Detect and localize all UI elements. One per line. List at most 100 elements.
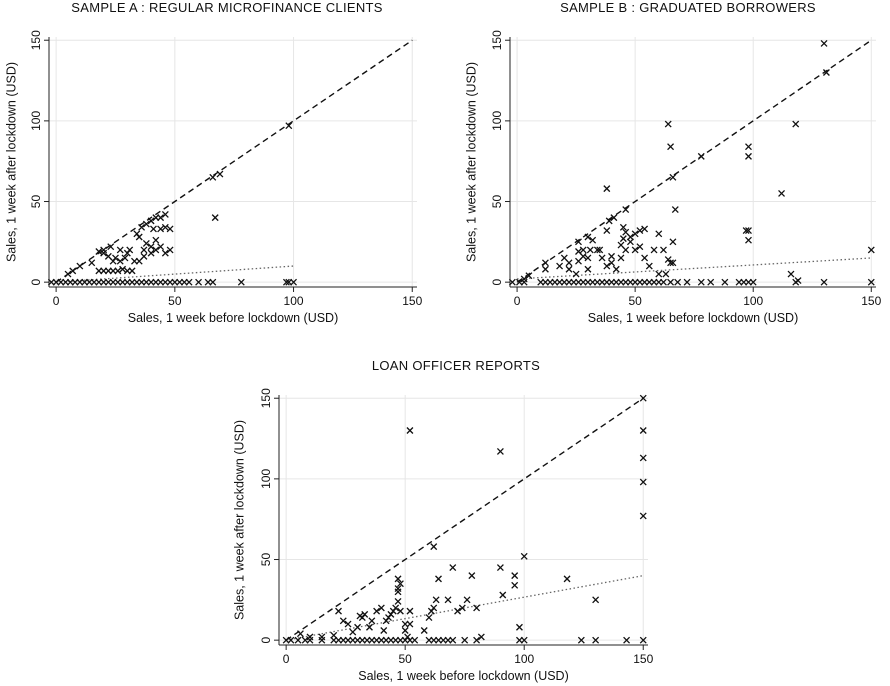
data-point (88, 259, 96, 267)
data-point (335, 607, 342, 615)
data-point (603, 262, 611, 270)
data-point (147, 217, 155, 225)
data-point (598, 254, 606, 262)
data-point (655, 270, 663, 278)
data-point (107, 243, 115, 251)
data-point (520, 275, 528, 283)
data-point (499, 591, 507, 599)
data-point (392, 604, 400, 612)
data-point (660, 246, 667, 254)
data-point (610, 214, 618, 222)
data-point (745, 227, 752, 235)
y-tick-label: 50 (259, 553, 273, 567)
x-axis-label: Sales, 1 week before lockdown (USD) (358, 669, 569, 683)
data-point (631, 246, 639, 254)
data-point (541, 259, 549, 267)
data-point (683, 278, 691, 286)
data-point (140, 252, 148, 260)
y-tick-label: 0 (490, 279, 504, 286)
data-point (458, 604, 466, 612)
data-point (669, 238, 677, 246)
reference-line (55, 39, 413, 283)
panel-loan-officer-reports: 0 50 100 150 0 50 100 150 LOAN OFFICER REPORTS Sa… (232, 358, 653, 683)
data-point (867, 246, 875, 254)
data-point (477, 633, 485, 641)
data-point (639, 427, 647, 434)
data-point (461, 636, 469, 644)
data-point (572, 270, 580, 278)
data-point (354, 623, 362, 631)
y-axis-label: Sales, 1 week after lockdown (USD) (232, 420, 246, 620)
data-point (639, 636, 647, 644)
data-point (377, 604, 385, 612)
data-point (584, 233, 592, 241)
data-point (287, 636, 295, 644)
data-point (520, 636, 528, 644)
data-point (636, 243, 644, 251)
data-point (123, 249, 131, 257)
data-point (161, 210, 169, 218)
data-point (639, 512, 647, 520)
data-point (655, 230, 663, 238)
data-point (211, 214, 219, 222)
data-point (444, 596, 452, 604)
data-point (623, 636, 631, 644)
x-axis-label: Sales, 1 week before lockdown (USD) (588, 311, 799, 325)
panel-title: LOAN OFFICER REPORTS (372, 358, 540, 373)
data-point (593, 246, 601, 254)
data-point (216, 170, 224, 178)
data-point (396, 607, 404, 615)
data-point (373, 607, 381, 615)
data-point (619, 223, 627, 231)
data-point (669, 259, 677, 267)
data-point (563, 575, 571, 583)
data-point (511, 581, 519, 589)
data-point (592, 596, 600, 604)
data-point (406, 620, 414, 628)
data-point (449, 564, 457, 572)
data-point (820, 39, 828, 47)
data-point (473, 636, 481, 644)
data-point (380, 627, 388, 634)
data-point (792, 120, 800, 128)
data-point (650, 246, 658, 254)
data-point (639, 454, 647, 462)
data-point (577, 636, 585, 644)
data-point (584, 254, 592, 262)
data-point (112, 254, 119, 262)
data-point (745, 236, 752, 244)
data-point (596, 246, 604, 254)
y-tick-label: 150 (490, 30, 504, 50)
data-point (394, 588, 402, 596)
data-point (152, 246, 160, 254)
data-point (454, 607, 462, 615)
data-point (185, 278, 193, 286)
fit-line (517, 257, 872, 280)
data-point (589, 236, 597, 244)
data-point (541, 265, 549, 273)
data-point (138, 223, 146, 231)
data-point (667, 143, 675, 151)
data-point (449, 636, 457, 644)
y-tick-label: 100 (259, 469, 273, 489)
data-point (671, 206, 679, 214)
data-point (76, 262, 84, 270)
data-point (147, 243, 155, 251)
data-point (64, 270, 72, 278)
x-axis-label: Sales, 1 week before lockdown (USD) (128, 311, 339, 325)
data-point (575, 238, 582, 246)
data-point (209, 173, 217, 181)
data-point (140, 246, 148, 254)
data-point (432, 596, 440, 604)
data-point (662, 270, 670, 278)
data-point (622, 206, 630, 214)
fit-line (286, 575, 644, 641)
data-point (425, 614, 433, 622)
data-point (641, 254, 649, 262)
y-tick-label: 0 (259, 637, 273, 644)
data-point (209, 278, 217, 286)
data-point (114, 267, 122, 275)
data-point (406, 427, 414, 434)
data-point (128, 267, 136, 275)
data-point (556, 262, 564, 270)
